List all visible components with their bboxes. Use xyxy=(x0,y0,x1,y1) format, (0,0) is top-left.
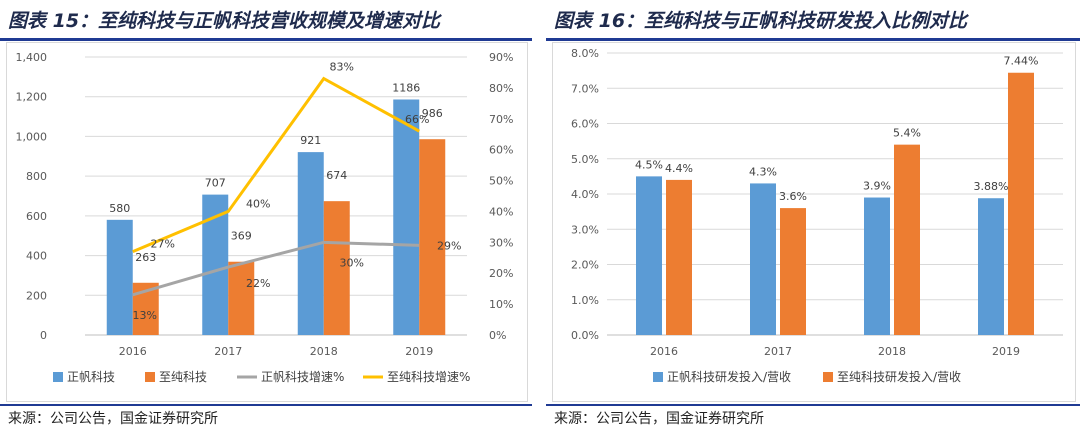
y-tick-label: 8.0% xyxy=(571,47,599,60)
data-label: 580 xyxy=(109,202,130,215)
bar-2018-zhengfan xyxy=(864,197,890,335)
y-tick-label: 200 xyxy=(26,289,47,302)
y-tick-label: 600 xyxy=(26,210,47,223)
y2-tick-label: 60% xyxy=(489,144,513,157)
bar-2017-zhengfan xyxy=(750,183,776,335)
y2-tick-label: 70% xyxy=(489,113,513,126)
y2-tick-label: 20% xyxy=(489,267,513,280)
legend-label: 正帆科技研发投入/营收 xyxy=(667,369,791,384)
bar-2017-zhichun xyxy=(228,261,255,335)
bar-2016-zhichun xyxy=(666,179,692,335)
x-tick-label: 2019 xyxy=(405,345,433,358)
revenue-chart: 0 200 400 600 800 1,000 1,200 1,400 0% 10% 20% 30% 4… xyxy=(16,51,514,384)
x-tick-label: 2017 xyxy=(214,345,242,358)
data-label: 7.44% xyxy=(1004,55,1039,68)
data-label: 40% xyxy=(246,197,270,210)
data-label: 674 xyxy=(326,169,347,182)
figure-title: 图表 15：至纯科技与正帆科技营收规模及增速对比 xyxy=(8,10,441,32)
data-label: 3.6% xyxy=(779,190,807,203)
x-tick-label: 2018 xyxy=(310,345,338,358)
y-tick-label: 1,000 xyxy=(16,130,48,143)
legend-label: 至纯科技研发投入/营收 xyxy=(837,369,961,384)
rd-ratio-chart: 0.0% 1.0% 2.0% 3.0% 4.0% 5.0% 6.0% 7.0% 8.0% 4.5%… xyxy=(571,47,1063,384)
footer-rule xyxy=(0,404,532,406)
y2-tick-label: 50% xyxy=(489,175,513,188)
title-rule xyxy=(0,38,532,41)
y-tick-label: 800 xyxy=(26,170,47,183)
figure-title: 图表 16：至纯科技与正帆科技研发投入比例对比 xyxy=(554,10,968,32)
data-label: 13% xyxy=(133,309,157,322)
data-label: 3.88% xyxy=(974,180,1009,193)
data-label: 29% xyxy=(437,239,461,252)
legend-swatch xyxy=(145,372,155,382)
y-tick-label: 1,200 xyxy=(16,91,48,104)
data-label: 5.4% xyxy=(893,127,921,140)
y2-tick-label: 30% xyxy=(489,236,513,249)
data-label: 4.3% xyxy=(749,165,777,178)
bar-2018-zhichun xyxy=(323,201,350,335)
x-tick-label: 2018 xyxy=(878,345,906,358)
y-tick-label: 0.0% xyxy=(571,329,599,342)
legend-label: 至纯科技 xyxy=(159,370,207,384)
bar-2019-zhichun xyxy=(419,139,446,335)
data-label: 83% xyxy=(330,61,354,74)
y-tick-label: 4.0% xyxy=(571,188,599,201)
y2-tick-label: 90% xyxy=(489,51,513,64)
data-label: 4.5% xyxy=(635,158,663,171)
y-tick-label: 0 xyxy=(40,329,47,342)
bar-2018-zhichun xyxy=(894,144,920,335)
legend-label: 正帆科技 xyxy=(67,369,115,384)
y-tick-label: 1.0% xyxy=(571,294,599,307)
chart-frame: 0 200 400 600 800 1,000 1,200 1,400 0% 10% 20% 30% 4… xyxy=(6,42,528,402)
bar-2017-zhichun xyxy=(780,208,806,335)
data-label: 369 xyxy=(231,230,252,243)
bar-2016-zhengfan xyxy=(636,176,662,335)
x-tick-label: 2017 xyxy=(764,345,792,358)
data-label: 27% xyxy=(151,238,175,251)
legend-label: 至纯科技增速% xyxy=(387,370,470,384)
data-label: 30% xyxy=(340,256,364,269)
data-label: 1186 xyxy=(392,81,420,94)
bar-2019-zhengfan xyxy=(978,198,1004,335)
bar-2016-zhengfan xyxy=(106,219,133,335)
y-tick-label: 2.0% xyxy=(571,259,599,272)
series-line-zhichun-growth xyxy=(132,76,420,253)
y-tick-label: 6.0% xyxy=(571,118,599,131)
y-tick-label: 3.0% xyxy=(571,223,599,236)
data-label: 921 xyxy=(300,134,321,147)
series-line-zhengfan-growth xyxy=(132,240,420,297)
y2-tick-label: 80% xyxy=(489,82,513,95)
source-note: 来源：公司公告，国金证券研究所 xyxy=(554,411,764,427)
source-note: 来源：公司公告，国金证券研究所 xyxy=(8,411,218,427)
legend-swatch xyxy=(653,372,663,382)
data-label: 66% xyxy=(405,113,429,126)
data-label: 707 xyxy=(205,177,226,190)
y-tick-label: 5.0% xyxy=(571,153,599,166)
data-label: 3.9% xyxy=(863,180,891,193)
chart-frame: 0.0% 1.0% 2.0% 3.0% 4.0% 5.0% 6.0% 7.0% 8.0% 4.5%… xyxy=(552,42,1076,402)
data-label: 22% xyxy=(246,277,270,290)
legend-label: 正帆科技增速% xyxy=(261,369,344,384)
y-tick-label: 7.0% xyxy=(571,82,599,95)
x-tick-label: 2016 xyxy=(650,345,678,358)
y-tick-label: 400 xyxy=(26,250,47,263)
data-label: 4.4% xyxy=(665,162,693,175)
footer-rule xyxy=(546,404,1080,406)
title-rule xyxy=(546,38,1080,41)
x-tick-label: 2016 xyxy=(119,345,147,358)
data-label: 263 xyxy=(135,251,156,264)
y2-tick-label: 10% xyxy=(489,298,513,311)
legend-swatch xyxy=(53,372,63,382)
y2-tick-label: 0% xyxy=(489,329,506,342)
legend-swatch xyxy=(823,372,833,382)
bar-2019-zhengfan xyxy=(393,99,420,335)
x-tick-label: 2019 xyxy=(992,345,1020,358)
y2-tick-label: 40% xyxy=(489,205,513,218)
data-label: 986 xyxy=(422,107,443,120)
y-tick-label: 1,400 xyxy=(16,51,48,64)
bar-2019-zhichun xyxy=(1008,72,1034,336)
